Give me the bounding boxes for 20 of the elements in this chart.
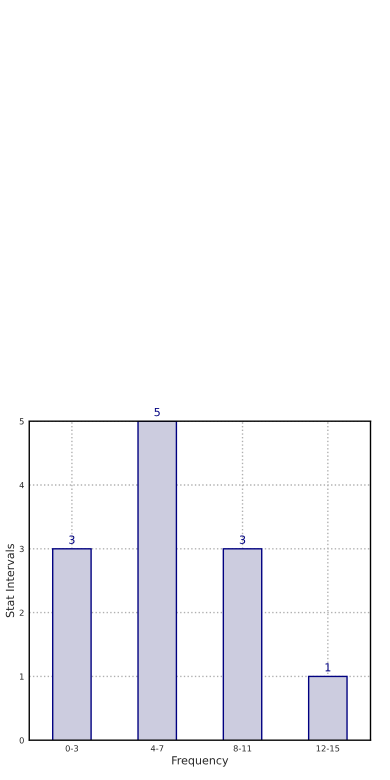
x-axis-title: Frequency — [172, 756, 228, 767]
y-tick-label: 2 — [20, 610, 24, 616]
data-label: 1 — [326, 663, 330, 672]
x-tick-label: 8-11 — [234, 745, 252, 752]
x-tick-label: 4-7 — [150, 745, 164, 752]
x-tick-label: 0-3 — [66, 745, 78, 752]
y-tick-label: 1 — [20, 674, 24, 680]
bar — [52, 548, 92, 740]
bar — [137, 421, 178, 740]
bar — [308, 676, 348, 740]
y-axis-title: Stat Intervals — [6, 544, 14, 618]
data-label: 5 — [154, 408, 160, 416]
y-tick-label: 0 — [20, 737, 24, 744]
y-tick-label: 3 — [20, 546, 24, 552]
y-tick-label: 5 — [20, 418, 24, 424]
x-tick-label: 12-15 — [316, 745, 340, 752]
data-label: 3 — [69, 535, 75, 544]
y-tick-label: 4 — [19, 482, 24, 488]
bar — [222, 548, 262, 740]
data-label: 3 — [240, 535, 246, 544]
